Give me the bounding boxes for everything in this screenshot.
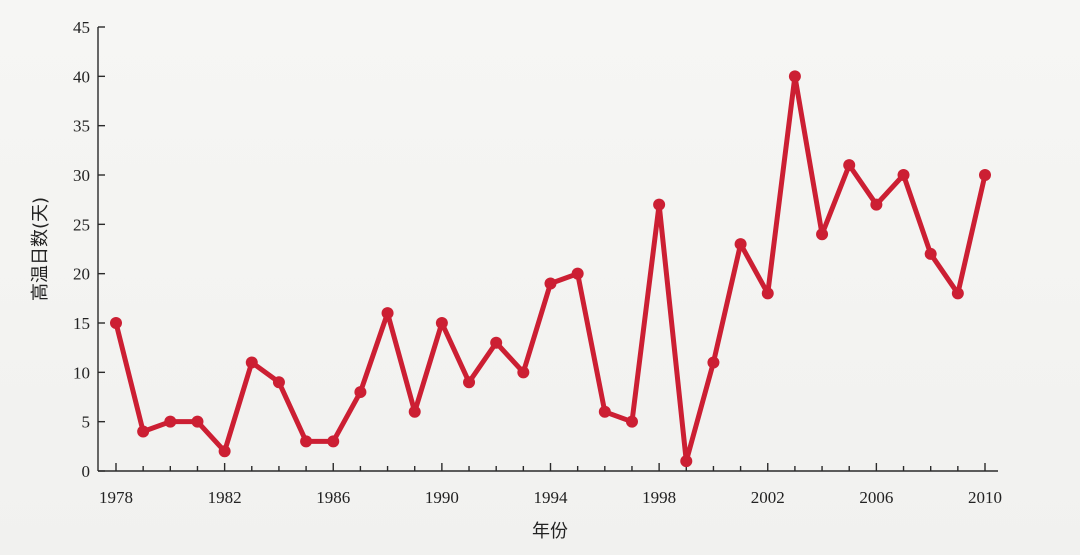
y-tick-label: 45 — [73, 18, 90, 37]
y-tick-label: 5 — [82, 413, 91, 432]
data-point — [408, 405, 421, 418]
data-points — [110, 70, 991, 468]
data-point — [816, 228, 829, 241]
data-point — [951, 287, 964, 300]
x-tick-label: 1978 — [99, 488, 133, 507]
data-point — [653, 198, 666, 211]
data-point — [218, 445, 231, 458]
data-point — [381, 307, 394, 320]
data-point — [490, 336, 503, 349]
data-point — [843, 159, 856, 172]
y-tick-label: 0 — [82, 462, 91, 481]
y-axis-ticks: 0 5 10 15 20 25 30 35 40 45 — [73, 18, 105, 481]
x-tick-label: 1982 — [208, 488, 242, 507]
data-point — [897, 169, 910, 181]
y-axis-title: 高温日数(天) — [30, 197, 51, 301]
data-point — [625, 415, 638, 428]
data-point — [924, 247, 937, 260]
data-point — [327, 435, 340, 448]
data-point — [191, 415, 204, 428]
data-point — [137, 425, 150, 438]
y-tick-label: 10 — [73, 363, 90, 382]
x-axis-title: 年份 — [532, 521, 568, 542]
data-point — [517, 366, 530, 379]
data-point — [463, 376, 476, 389]
x-tick-label: 2006 — [859, 488, 893, 507]
axes — [97, 27, 998, 472]
data-point — [354, 386, 367, 399]
x-tick-label: 1986 — [316, 488, 350, 507]
y-tick-label: 35 — [73, 117, 90, 136]
data-point — [110, 317, 122, 329]
data-point — [707, 356, 720, 369]
x-tick-label: 1998 — [642, 488, 676, 507]
y-tick-label: 20 — [73, 265, 90, 284]
data-point — [734, 238, 747, 251]
data-point — [979, 169, 991, 181]
data-point — [164, 415, 177, 428]
x-tick-label: 2010 — [968, 488, 1002, 507]
data-point — [544, 277, 557, 290]
x-tick-label: 1994 — [534, 488, 569, 507]
data-point — [761, 287, 774, 300]
data-point — [598, 405, 611, 418]
data-point — [435, 317, 448, 329]
y-tick-label: 25 — [73, 215, 90, 234]
series — [113, 73, 988, 464]
data-point — [300, 435, 313, 448]
data-point — [870, 198, 883, 211]
y-tick-label: 40 — [73, 67, 90, 86]
data-point — [680, 455, 693, 468]
y-tick-label: 30 — [73, 166, 90, 185]
data-point — [571, 267, 584, 280]
x-tick-label: 1990 — [425, 488, 459, 507]
y-tick-label: 15 — [73, 314, 90, 333]
data-point — [272, 376, 285, 389]
data-point — [788, 70, 801, 83]
data-point — [245, 356, 258, 369]
x-axis-ticks: 1978 1982 1986 1990 1994 1998 2002 2006 2010 — [99, 463, 1002, 507]
x-tick-label: 2002 — [751, 488, 785, 507]
series-line — [113, 73, 988, 464]
